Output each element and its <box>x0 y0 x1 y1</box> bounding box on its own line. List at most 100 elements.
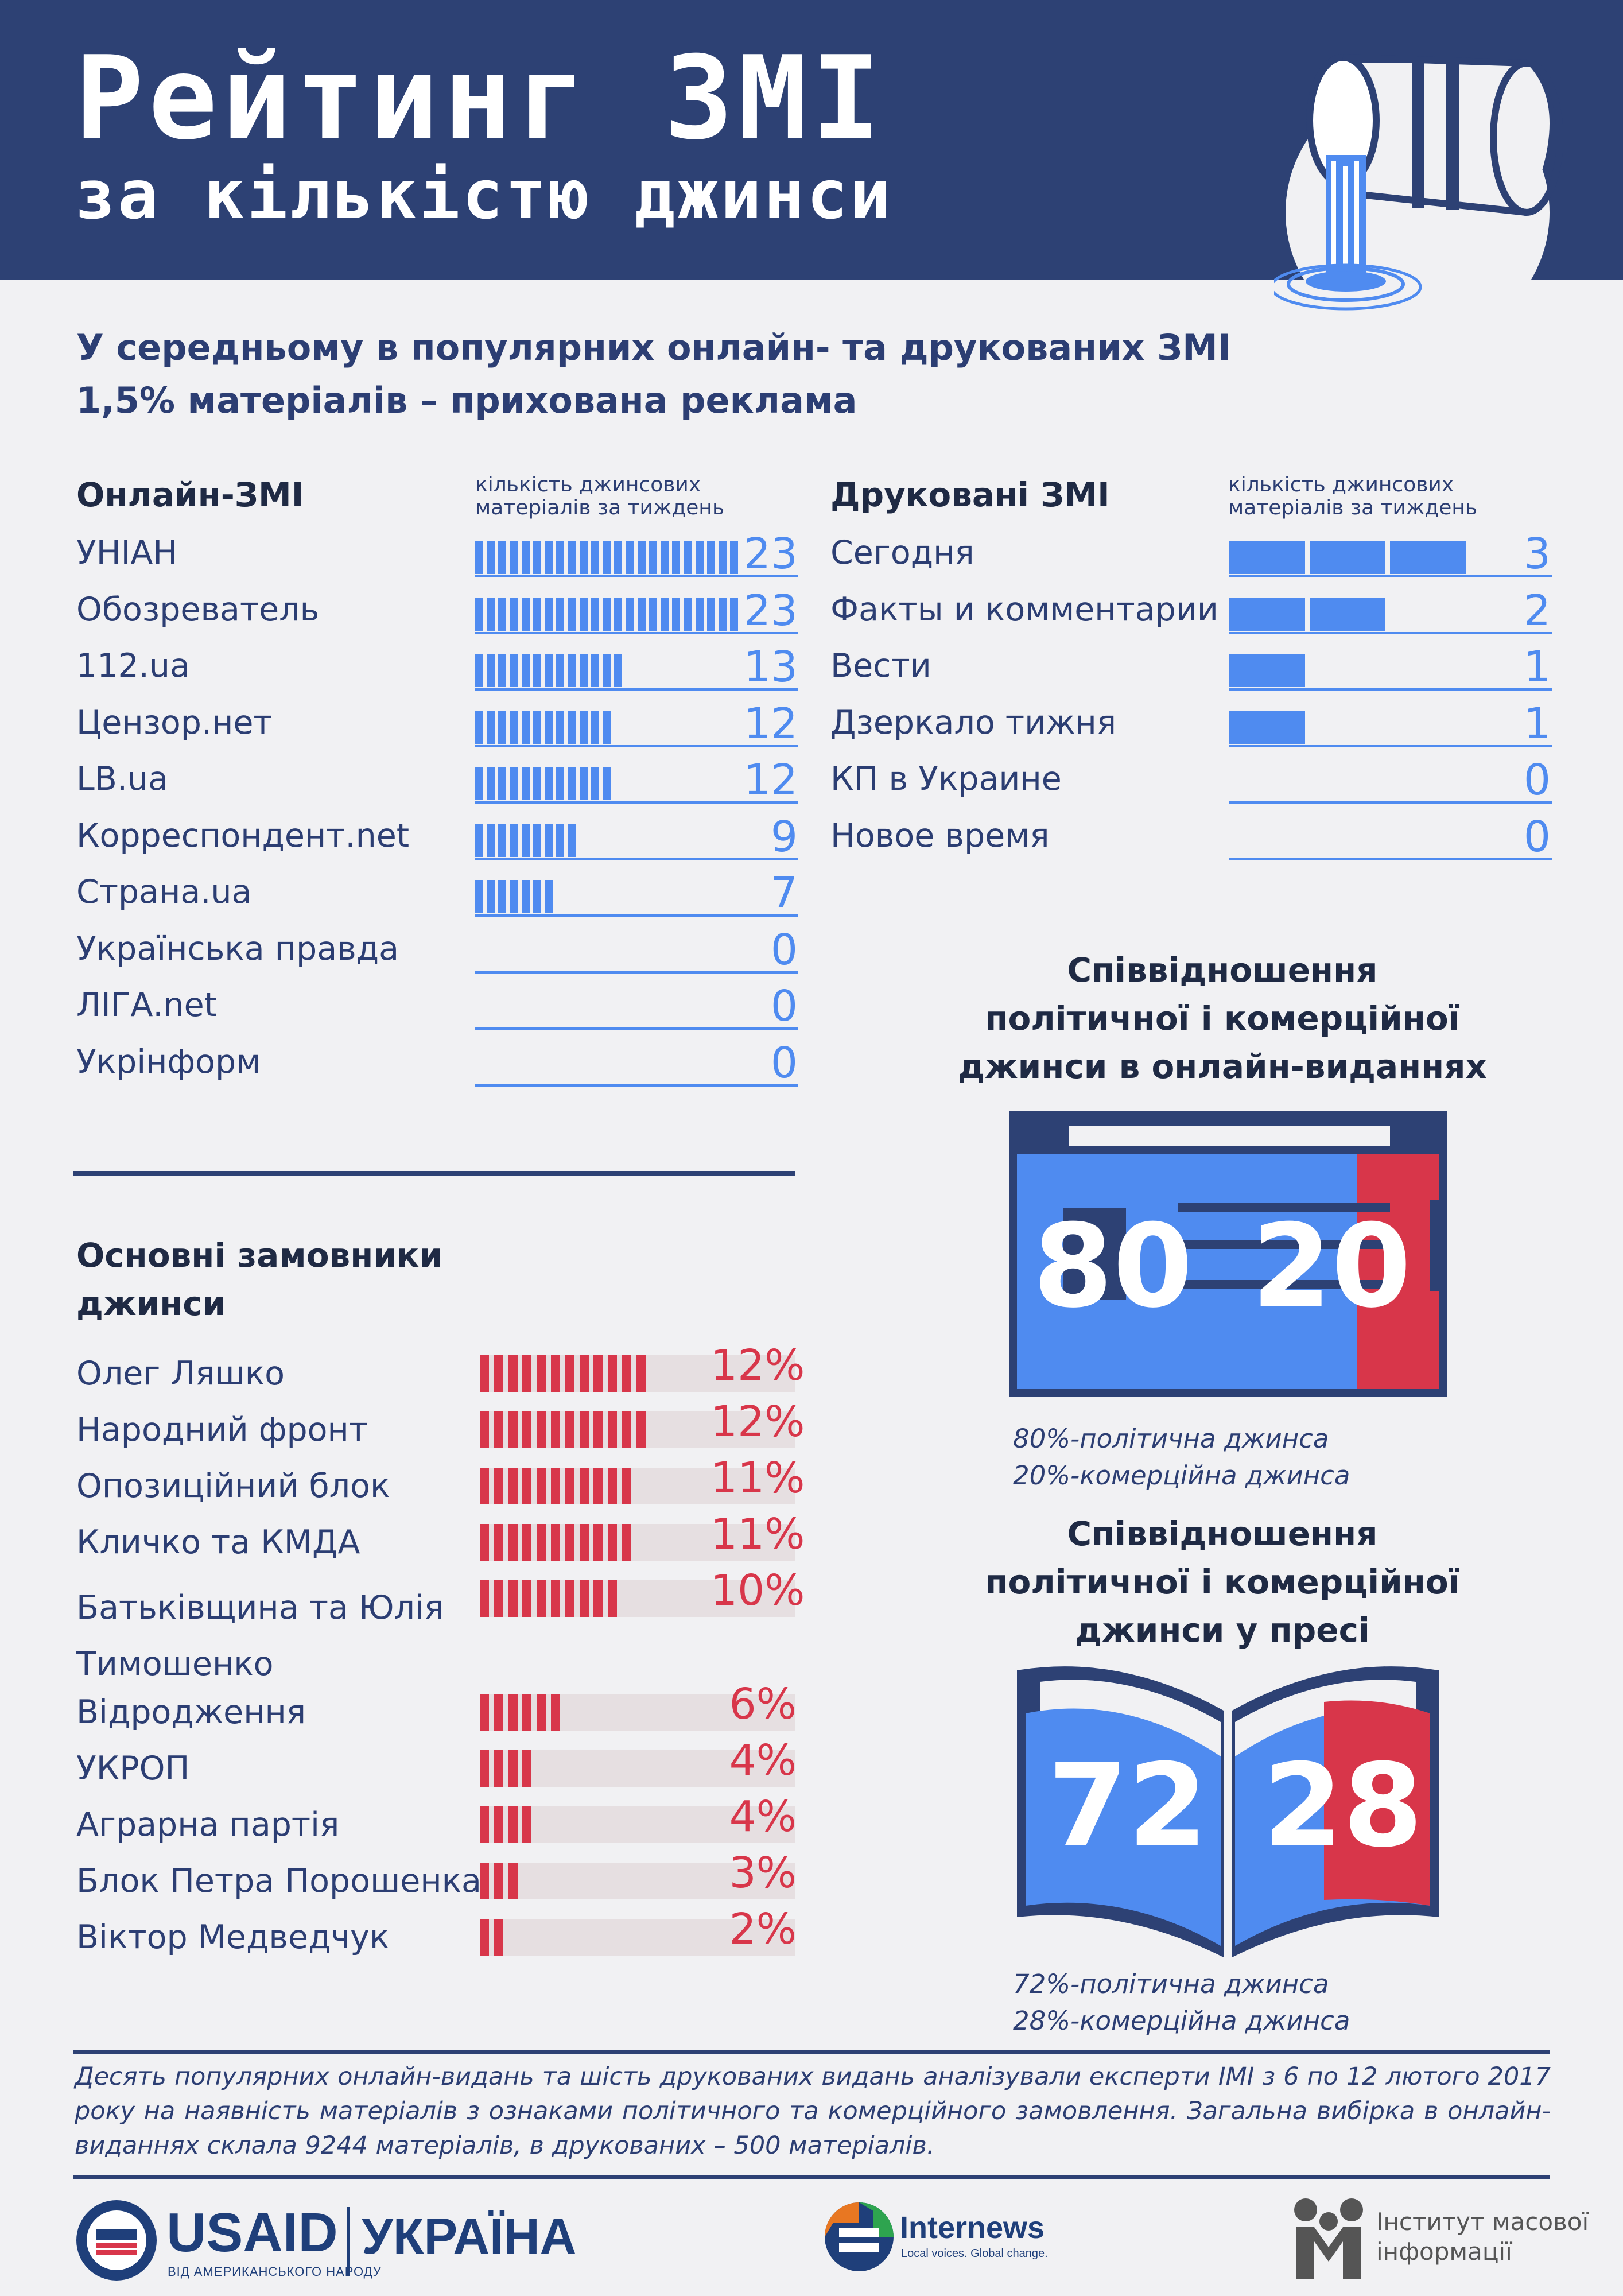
online-bar-segment <box>556 541 565 574</box>
online-bar-segment <box>487 654 495 687</box>
online-bar-segment <box>637 597 646 631</box>
print-bar-segment <box>1229 710 1305 744</box>
customer-label: Відродження <box>76 1693 306 1731</box>
online-bar-segment <box>521 710 530 744</box>
footnote-rule-top <box>73 2050 1550 2054</box>
online-bar-segment <box>498 767 507 800</box>
press-political-value: 72 <box>1047 1739 1208 1873</box>
online-bar-segment <box>533 767 541 800</box>
online-ratio-title-line-1: Співвідношення <box>1067 951 1378 990</box>
online-bar-segment <box>521 767 530 800</box>
online-bar-segment <box>556 654 565 687</box>
customer-label: Блок Петра Порошенка <box>76 1862 482 1900</box>
customer-bar-track <box>480 1863 795 1899</box>
online-bar-segment <box>603 710 611 744</box>
online-bar-segment <box>475 767 483 800</box>
online-bar-segment <box>498 823 507 857</box>
print-bar-segment <box>1229 654 1305 687</box>
customer-bar-segment <box>622 1468 631 1504</box>
online-bar-segment <box>719 597 727 631</box>
online-bar-segment <box>719 541 727 574</box>
customer-bar-segment <box>508 1580 518 1617</box>
print-outlet-label: Вести <box>830 647 931 685</box>
online-bar-segment <box>661 597 669 631</box>
customer-bar-segment <box>608 1580 618 1617</box>
print-bar-segment <box>1229 597 1305 631</box>
press-ratio-title-line-1: Співвідношення <box>1067 1514 1378 1553</box>
page-title: Рейтинг ЗМІ <box>75 32 886 165</box>
online-bar-segment <box>510 823 518 857</box>
online-bar-segment <box>626 541 634 574</box>
print-note-line-2: матеріалів за тиждень <box>1228 496 1478 519</box>
online-bar-segment <box>684 597 692 631</box>
online-bar-segment <box>568 541 576 574</box>
ukraine-logo-text: УКРАЇНА <box>362 2208 577 2264</box>
customer-bar-segment <box>522 1411 532 1448</box>
online-bar-segment <box>498 710 507 744</box>
customer-bar-segment <box>494 1468 503 1504</box>
online-bar-segment <box>614 541 623 574</box>
customer-bar-segment <box>494 1919 503 1956</box>
online-outlet-label: Обозреватель <box>76 590 320 629</box>
customer-bar-segment <box>608 1411 618 1448</box>
customer-percent-label: 4% <box>729 1792 797 1841</box>
online-bar-segment <box>556 597 565 631</box>
customer-bar-segment <box>636 1355 646 1392</box>
online-bar-segment <box>521 880 530 913</box>
customer-percent-label: 4% <box>729 1736 797 1785</box>
customer-bar-segment <box>522 1468 532 1504</box>
online-note-line-1: кількість джинсових <box>475 473 701 497</box>
customer-bar-segment <box>537 1580 546 1617</box>
online-bar-segment <box>672 541 681 574</box>
online-ratio-title-line-3: джинси в онлайн-виданнях <box>958 1047 1487 1086</box>
press-commercial-area <box>1324 1700 1430 1906</box>
customer-percent-label: 6% <box>729 1680 797 1729</box>
online-bar-segment <box>614 654 623 687</box>
print-bar-baseline <box>1229 801 1552 804</box>
online-bar-segment <box>684 541 692 574</box>
customer-bar-segment <box>508 1411 518 1448</box>
print-outlet-label: Сегодня <box>830 534 974 572</box>
online-bar-segment <box>498 541 507 574</box>
customer-label: Кличко та КМДА <box>76 1523 360 1561</box>
imi-logo-line-1: Інститут масової <box>1376 2208 1589 2236</box>
customer-bar-segment <box>480 1750 489 1787</box>
customers-heading-line-2: джинси <box>76 1284 226 1323</box>
online-bar-segment <box>579 654 588 687</box>
online-bar-segment <box>521 823 530 857</box>
online-bar-segment <box>510 767 518 800</box>
usaid-logo-text: USAID <box>166 2202 338 2263</box>
print-value-label: 1 <box>1523 699 1551 748</box>
online-bar-segment <box>533 654 541 687</box>
online-bar-segment <box>579 541 588 574</box>
online-bar-segment <box>730 541 739 574</box>
press-ratio-book <box>1017 1666 1439 1957</box>
online-bar-segment <box>568 710 576 744</box>
online-bar-segment <box>591 767 599 800</box>
online-bar-segment <box>545 767 553 800</box>
online-bar-segment <box>487 710 495 744</box>
customer-bar-segment <box>579 1411 589 1448</box>
online-bar-segment <box>568 823 576 857</box>
customer-label: Аграрна партія <box>76 1806 340 1844</box>
online-value-label: 12 <box>743 755 798 805</box>
online-bar-segment <box>637 541 646 574</box>
online-bar-segment <box>533 880 541 913</box>
online-bar-baseline <box>475 971 798 974</box>
customer-bar-segment <box>537 1524 546 1561</box>
online-commercial-area <box>1357 1154 1439 1389</box>
customer-bar-segment <box>494 1580 503 1617</box>
customer-bar-segment <box>636 1411 646 1448</box>
print-bar-segment <box>1390 541 1466 574</box>
logo-separator <box>347 2207 350 2276</box>
online-bar-segment <box>475 710 483 744</box>
summary-line-1: У середньому в популярних онлайн- та дру… <box>76 327 1231 369</box>
online-bar-segment <box>545 597 553 631</box>
customer-percent-label: 3% <box>729 1848 797 1898</box>
customer-bar-segment <box>593 1468 603 1504</box>
customer-label: Опозиційний блок <box>76 1467 390 1505</box>
online-value-label: 12 <box>743 699 798 748</box>
customer-percent-label: 2% <box>729 1905 797 1954</box>
print-value-label: 3 <box>1523 529 1551 579</box>
customer-bar-segment <box>593 1355 603 1392</box>
